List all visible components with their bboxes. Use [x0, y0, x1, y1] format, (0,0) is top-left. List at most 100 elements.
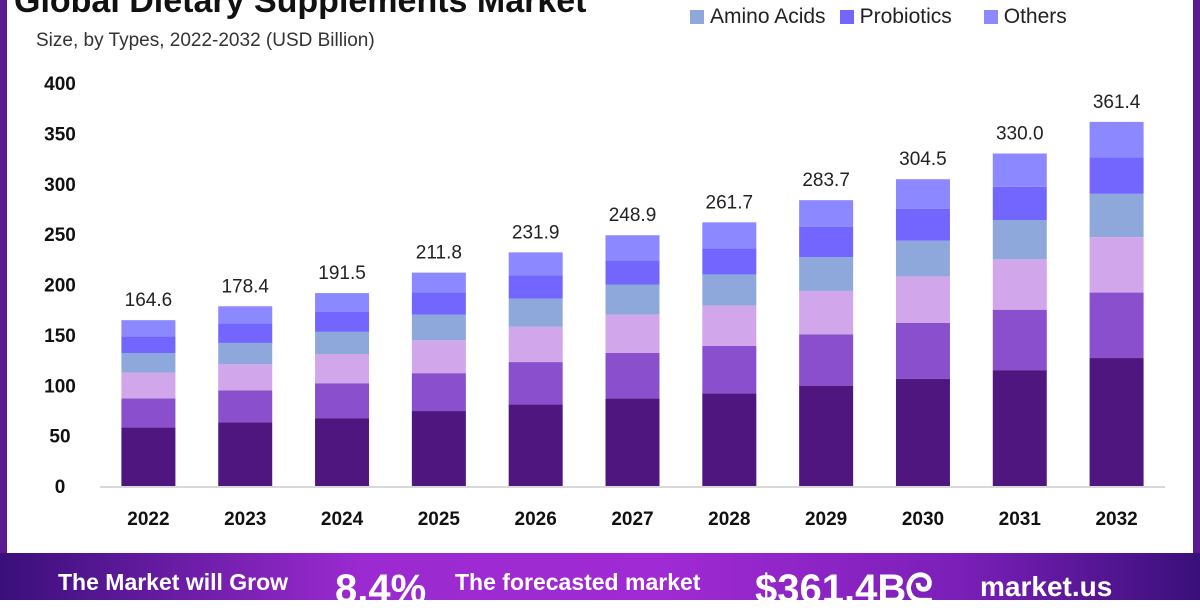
y-tick-label: 50: [49, 427, 70, 448]
bar-segment-amino-acids: [895, 240, 950, 277]
bar-segment-others: [992, 153, 1047, 187]
bar-segment-series-1: [799, 385, 854, 486]
bar-segment-probiotics: [121, 336, 176, 354]
bar-segment-series-3: [702, 305, 757, 346]
y-tick-label: 150: [44, 326, 76, 347]
legend-swatch: [839, 10, 854, 24]
legend: Amino Acids Probiotics Others: [690, 5, 1067, 29]
bar-segment-series-3: [799, 290, 854, 335]
legend-label: Amino Acids: [710, 5, 826, 28]
x-tick-label: 2024: [321, 509, 364, 530]
bar-segment-series-2: [1089, 292, 1144, 359]
bar-segment-series-3: [411, 340, 466, 374]
bar-segment-amino-acids: [1089, 193, 1144, 238]
x-tick-label: 2031: [999, 509, 1042, 530]
bar-segment-series-2: [121, 398, 176, 428]
x-tick-label: 2022: [127, 509, 169, 530]
bar-segment-series-3: [605, 314, 660, 354]
x-tick-label: 2025: [418, 509, 461, 530]
legend-item-probiotics: Probiotics: [839, 5, 952, 29]
bar-segment-others: [702, 222, 757, 249]
summary-banner: The Market will Grow 8.4% The forecasted…: [0, 553, 1200, 611]
y-tick-label: 200: [44, 276, 76, 297]
data-label: 261.7: [706, 192, 754, 213]
bar-segment-others: [508, 252, 563, 276]
bar-segment-series-1: [315, 418, 370, 486]
bar-segment-series-3: [121, 372, 176, 399]
bar-segment-series-2: [508, 362, 563, 405]
legend-swatch: [983, 10, 998, 24]
bar-segment-probiotics: [702, 248, 757, 275]
bar-segment-series-1: [992, 370, 1047, 486]
forecast-value: $361.4B: [755, 567, 907, 611]
bar-segment-series-2: [895, 322, 950, 379]
bar-segment-amino-acids: [605, 284, 660, 315]
bar-segment-probiotics: [895, 208, 950, 241]
data-label: 330.0: [996, 124, 1044, 145]
bar-segment-series-1: [895, 378, 950, 486]
bar-segment-probiotics: [411, 292, 466, 315]
bar-segment-others: [315, 293, 370, 313]
x-tick-label: 2030: [902, 509, 944, 530]
bar-segment-others: [121, 320, 176, 337]
y-tick-label: 250: [44, 225, 76, 246]
bar-segment-series-3: [1089, 237, 1144, 293]
data-label: 304.5: [899, 149, 947, 170]
x-tick-label: 2028: [708, 509, 750, 530]
grow-label: The Market will Grow: [58, 569, 289, 595]
bar-segment-probiotics: [1089, 157, 1144, 194]
legend-item-amino-acids: Amino Acids: [690, 5, 826, 29]
bar-segment-series-1: [508, 404, 563, 486]
x-tick-label: 2027: [611, 509, 653, 530]
logo-text: market.us: [980, 571, 1113, 602]
bar-segment-others: [218, 306, 273, 324]
bar-segment-amino-acids: [315, 331, 370, 355]
data-label: 231.9: [512, 222, 560, 243]
y-tick-label: 100: [44, 376, 76, 397]
legend-swatch: [690, 10, 704, 24]
bar-segment-series-2: [315, 383, 370, 419]
bar-segment-probiotics: [218, 323, 273, 343]
data-label: 361.4: [1093, 92, 1141, 113]
bar-segment-series-2: [702, 345, 757, 394]
bar-segment-others: [605, 235, 660, 261]
bar-segment-probiotics: [605, 260, 660, 285]
bar-segment-series-1: [121, 427, 176, 486]
x-tick-label: 2029: [805, 509, 847, 530]
legend-label: Others: [1003, 5, 1067, 28]
bar-segment-series-3: [895, 276, 950, 323]
bar-segment-series-1: [702, 393, 757, 486]
bar-segment-series-1: [605, 398, 660, 486]
legend-item-others: Others: [983, 5, 1067, 29]
cagr-value: 8.4%: [335, 567, 427, 611]
bar-segment-probiotics: [508, 275, 563, 299]
bar-segment-amino-acids: [121, 353, 176, 373]
bar-segment-series-2: [411, 373, 466, 412]
stacked-bar-chart: 0 50 100 150 200 250 300 350 400 164.6 2022 178.4 20…: [44, 74, 1165, 530]
bar-segment-probiotics: [799, 226, 854, 258]
x-tick-label: 2023: [224, 509, 266, 530]
bar-segment-series-1: [1089, 358, 1144, 486]
chart-title: Global Dietary Supplements Market: [14, 0, 587, 20]
bar-segment-others: [895, 179, 950, 209]
data-label: 211.8: [416, 243, 462, 264]
legend-label: Probiotics: [859, 5, 952, 28]
bar-segment-amino-acids: [508, 298, 563, 327]
bar-segment-probiotics: [992, 186, 1047, 221]
bar-segment-amino-acids: [411, 314, 466, 341]
y-tick-label: 400: [44, 74, 76, 95]
bar-segment-others: [411, 272, 466, 293]
bar-segment-series-2: [218, 390, 273, 423]
data-label: 178.4: [221, 276, 269, 297]
bar-segment-series-1: [411, 411, 466, 486]
data-label: 248.9: [609, 205, 657, 226]
bar-segment-others: [1089, 121, 1144, 158]
bar-segment-series-3: [315, 354, 370, 384]
bar-segment-amino-acids: [702, 274, 757, 306]
bar-segment-series-1: [218, 422, 273, 486]
market-us-logo-icon: ᘓ: [905, 567, 934, 611]
bar-segment-probiotics: [315, 312, 370, 332]
x-tick-label: 2026: [515, 509, 557, 530]
bar-segment-series-3: [218, 364, 273, 391]
